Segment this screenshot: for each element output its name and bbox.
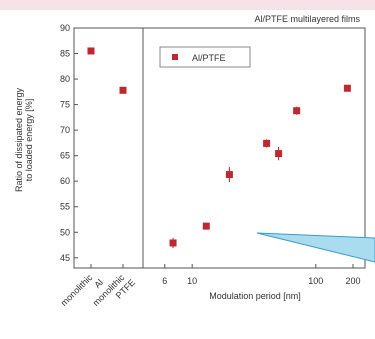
data-point xyxy=(225,171,233,179)
data-point xyxy=(343,84,351,92)
y-tick-label: 85 xyxy=(60,49,70,59)
legend-box xyxy=(159,46,251,68)
y-tick-label: 50 xyxy=(60,227,70,237)
plot-area: 45 50 55 60 65 70 75 80 85 90 6 10 100 200 monolithic A… xyxy=(59,23,375,308)
x-tick-label: 100 xyxy=(308,276,323,286)
legend-label: Al/PTFE xyxy=(192,53,226,63)
x-axis-label: Modulation period [nm] xyxy=(209,291,301,301)
plot-frame xyxy=(73,27,366,269)
y-tick-label: 70 xyxy=(60,125,70,135)
y-tick-label: 75 xyxy=(60,100,70,110)
y-tick-label: 55 xyxy=(60,202,70,212)
x-tick-label: 200 xyxy=(346,276,361,286)
monolithic-point xyxy=(87,47,95,55)
y-axis-label-line2: to loaded energy [%] xyxy=(24,99,34,182)
data-point xyxy=(275,150,283,158)
y-tick-label: 45 xyxy=(60,253,70,263)
top-color-band xyxy=(0,0,375,10)
y-axis-label: Ratio of dissipated energy to loaded ene… xyxy=(14,87,34,192)
y-tick-label: 90 xyxy=(60,23,70,33)
data-point xyxy=(202,222,210,230)
y-tick-label: 65 xyxy=(60,151,70,161)
data-point xyxy=(293,107,301,115)
legend-marker xyxy=(172,54,178,60)
y-tick-label: 60 xyxy=(60,176,70,186)
chart-title: Al/PTFE multilayered films xyxy=(254,14,360,24)
monolithic-point xyxy=(119,86,127,94)
data-point xyxy=(169,239,177,247)
data-point xyxy=(263,139,271,147)
y-axis-label-line1: Ratio of dissipated energy xyxy=(14,87,24,192)
callout-pointer xyxy=(256,232,375,263)
x-tick-label: 10 xyxy=(187,276,197,286)
y-tick-label: 80 xyxy=(60,74,70,84)
monolithic-label-line1: monolithic xyxy=(59,272,95,308)
x-tick-label: 6 xyxy=(162,276,167,286)
